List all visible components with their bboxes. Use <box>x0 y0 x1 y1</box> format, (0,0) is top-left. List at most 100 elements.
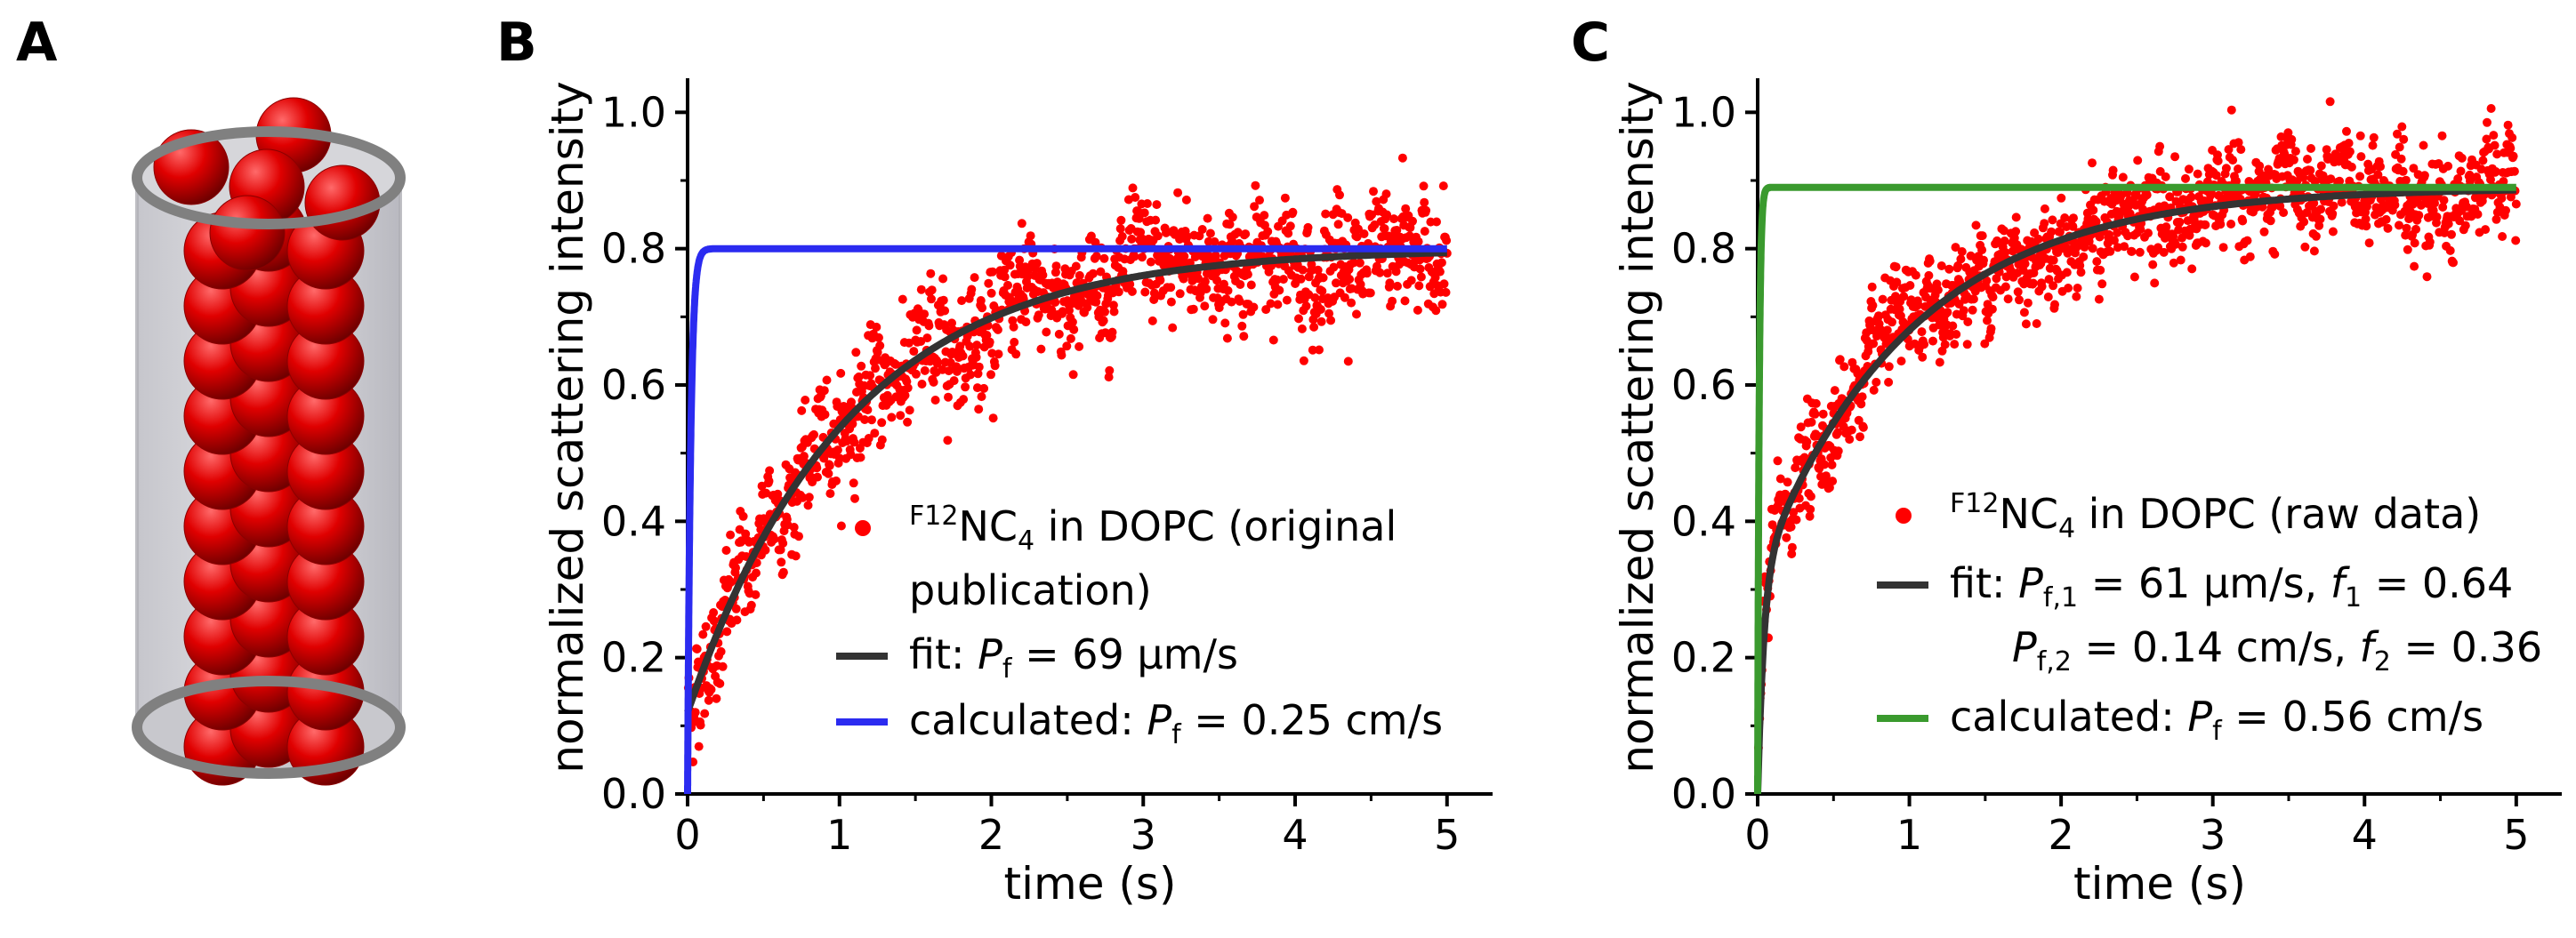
data-point <box>769 534 779 544</box>
data-point <box>848 419 857 429</box>
data-point <box>1099 316 1108 325</box>
data-point <box>2049 255 2058 265</box>
cylinder-bottom-rim <box>132 676 406 779</box>
data-point <box>799 452 809 461</box>
data-point <box>2287 134 2297 144</box>
data-point <box>1146 257 1155 267</box>
data-point <box>1182 232 1192 241</box>
data-point <box>2062 222 2072 231</box>
data-point <box>1895 304 1904 314</box>
data-point <box>1212 276 1222 285</box>
data-point <box>701 621 711 631</box>
data-point <box>850 493 859 503</box>
data-point <box>1114 287 1123 297</box>
data-point <box>2509 166 2519 176</box>
data-point <box>1406 276 1416 285</box>
data-point <box>2096 265 2105 275</box>
data-point <box>849 478 858 488</box>
data-point <box>1115 224 1125 234</box>
data-point <box>943 436 953 445</box>
data-point <box>967 285 977 294</box>
data-point <box>2218 243 2228 253</box>
data-point <box>2478 156 2488 165</box>
data-point <box>1953 261 1963 270</box>
data-point <box>1149 295 1159 304</box>
data-point <box>1318 273 1328 283</box>
data-point <box>1266 299 1276 309</box>
data-point <box>1142 199 1152 208</box>
data-point <box>2449 258 2458 268</box>
panel-letter-a: A <box>16 12 58 74</box>
data-point <box>1225 220 1235 229</box>
data-point <box>1397 153 1407 163</box>
data-point <box>1130 252 1139 261</box>
data-point <box>865 371 875 381</box>
data-point <box>1968 294 1978 304</box>
data-point <box>716 646 726 656</box>
data-point <box>1365 288 1375 298</box>
data-point <box>1066 333 1075 343</box>
data-point <box>2161 172 2170 181</box>
data-point <box>825 461 834 470</box>
data-point <box>732 615 742 625</box>
data-point <box>988 413 998 423</box>
data-point <box>2404 214 2414 224</box>
data-point <box>1980 339 1990 349</box>
y-tick-label: 0.2 <box>601 634 666 682</box>
data-point <box>1988 293 1998 302</box>
data-point <box>1197 225 1207 234</box>
data-point <box>849 437 859 447</box>
data-point <box>2221 164 2231 173</box>
data-point <box>694 742 704 751</box>
data-point <box>2328 227 2338 237</box>
data-point <box>1065 306 1074 316</box>
data-point <box>1787 549 1797 558</box>
data-point <box>2108 165 2118 175</box>
data-point <box>2368 140 2378 150</box>
data-point <box>2187 264 2197 274</box>
data-point <box>1303 222 1313 232</box>
data-point <box>1109 307 1119 317</box>
panel-letter-c: C <box>1571 12 1610 74</box>
data-point <box>1437 258 1446 268</box>
data-point <box>709 608 719 617</box>
data-point <box>940 306 950 316</box>
data-point <box>2064 284 2073 293</box>
fit-line <box>684 249 1447 714</box>
data-point <box>2376 162 2385 172</box>
data-point <box>1107 327 1117 337</box>
data-point <box>1820 460 1829 469</box>
data-point <box>2259 227 2269 237</box>
data-point <box>822 375 832 385</box>
data-point <box>873 348 882 357</box>
data-point <box>2437 131 2447 140</box>
data-point <box>1099 253 1109 263</box>
data-point <box>1228 212 1237 222</box>
data-point <box>1134 213 1144 223</box>
data-point <box>1251 180 1260 190</box>
data-point <box>2170 239 2180 249</box>
data-point <box>1775 474 1785 484</box>
data-point <box>1833 428 1843 437</box>
data-point <box>1437 300 1447 309</box>
data-point <box>2113 228 2122 237</box>
data-point <box>1957 247 1967 256</box>
data-point <box>1054 329 1064 339</box>
data-point <box>2335 176 2345 186</box>
data-point <box>2318 171 2328 180</box>
data-point <box>1005 261 1015 270</box>
data-point <box>1375 268 1385 277</box>
data-point <box>820 410 830 420</box>
data-point <box>1389 214 1398 224</box>
data-point <box>875 341 885 350</box>
data-point <box>1263 227 1273 237</box>
data-point <box>1979 255 1988 265</box>
data-point <box>2373 170 2383 180</box>
data-point <box>1438 181 1448 191</box>
data-point <box>1933 285 1943 295</box>
data-point <box>2023 298 2033 308</box>
data-point <box>1026 231 1035 241</box>
data-point <box>1830 386 1839 396</box>
data-point <box>974 362 984 372</box>
data-point <box>2068 221 2078 231</box>
